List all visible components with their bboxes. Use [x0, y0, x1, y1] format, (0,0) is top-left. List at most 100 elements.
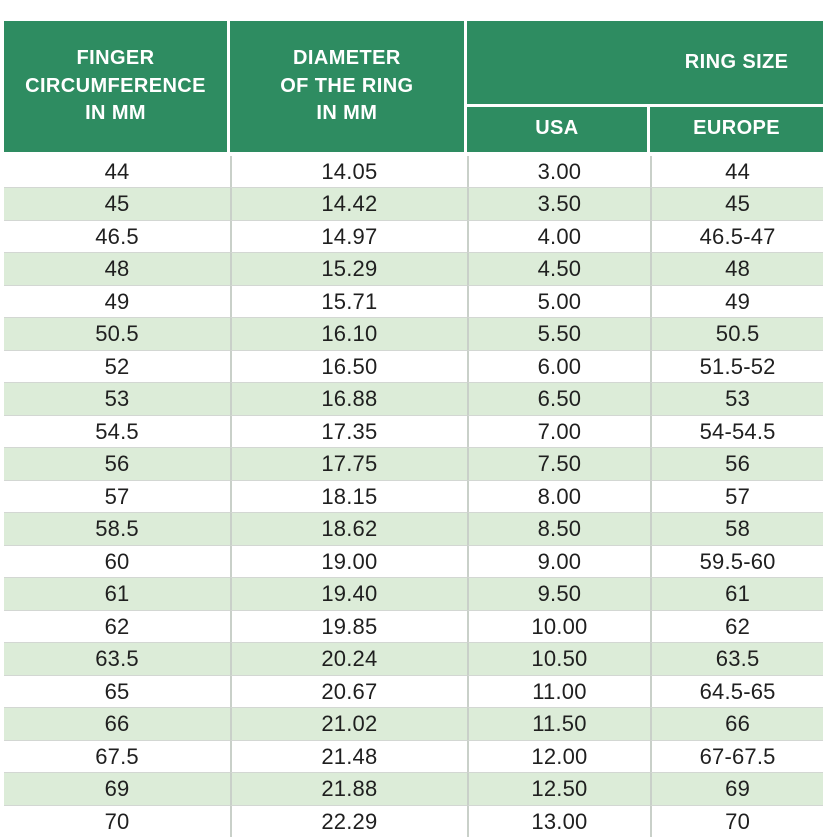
- table-row: 46.5 14.97 4.00 46.5-47: [4, 219, 823, 253]
- table-cell: 14.42: [230, 187, 467, 220]
- table-cell: 58.5: [4, 512, 231, 545]
- table-cell: 62: [4, 609, 231, 643]
- table-cell: 57: [650, 479, 823, 513]
- table-row: 67.5 21.48 12.00 67-67.5: [4, 739, 823, 773]
- table-cell: 66: [4, 707, 231, 740]
- table-row: 48 15.29 4.50 48: [4, 252, 823, 285]
- table-row: 63.5 20.24 10.50 63.5: [4, 642, 823, 675]
- table-cell: 3.50: [466, 187, 651, 220]
- table-cell: 20.67: [230, 674, 467, 708]
- table-cell: 18.15: [230, 479, 467, 513]
- table-row: 58.5 18.62 8.50 58: [4, 512, 823, 545]
- table-cell: 45: [650, 187, 823, 220]
- table-cell: 17.35: [230, 414, 467, 448]
- table-cell: 12.50: [466, 772, 651, 805]
- table-cell: 67-67.5: [650, 739, 823, 773]
- table-cell: 62: [650, 609, 823, 643]
- table-cell: 13.00: [466, 804, 651, 837]
- table-cell: 5.00: [466, 284, 651, 318]
- table-row: 57 18.15 8.00 57: [4, 479, 823, 513]
- table-cell: 6.50: [466, 382, 651, 415]
- table-row: 54.5 17.35 7.00 54-54.5: [4, 414, 823, 448]
- table-row: 49 15.71 5.00 49: [4, 284, 823, 318]
- table-cell: 3.00: [466, 155, 651, 188]
- table-cell: 54.5: [4, 414, 231, 448]
- table-row: 53 16.88 6.50 53: [4, 382, 823, 415]
- table-cell: 70: [650, 804, 823, 837]
- table-cell: 14.05: [230, 155, 467, 188]
- table-cell: 70: [4, 804, 231, 837]
- table-cell: 61: [650, 577, 823, 610]
- table-cell: 6.00: [466, 349, 651, 383]
- table-cell: 21.88: [230, 772, 467, 805]
- table-cell: 65: [4, 674, 231, 708]
- table-row: 62 19.85 10.00 62: [4, 609, 823, 643]
- table-cell: 56: [4, 447, 231, 480]
- table-cell: 52: [4, 349, 231, 383]
- table-cell: 12.00: [466, 739, 651, 773]
- table-cell: 19.85: [230, 609, 467, 643]
- table-cell: 19.40: [230, 577, 467, 610]
- table-cell: 21.02: [230, 707, 467, 740]
- table-cell: 8.00: [466, 479, 651, 513]
- table-row: 60 19.00 9.00 59.5-60: [4, 544, 823, 578]
- table-cell: 17.75: [230, 447, 467, 480]
- table-cell: 20.24: [230, 642, 467, 675]
- table-cell: 48: [650, 252, 823, 285]
- table-cell: 16.50: [230, 349, 467, 383]
- table-cell: 63.5: [4, 642, 231, 675]
- table-cell: 69: [4, 772, 231, 805]
- table-row: 70 22.29 13.00 70: [4, 804, 823, 837]
- table-cell: 63.5: [650, 642, 823, 675]
- table-row: 61 19.40 9.50 61: [4, 577, 823, 610]
- table-cell: 4.50: [466, 252, 651, 285]
- table-cell: 54-54.5: [650, 414, 823, 448]
- header-ring-diameter: DIAMETER OF THE RING IN MM: [230, 21, 467, 156]
- table-cell: 4.00: [466, 219, 651, 253]
- table-cell: 44: [650, 155, 823, 188]
- table-cell: 10.00: [466, 609, 651, 643]
- table-cell: 46.5-47: [650, 219, 823, 253]
- table-cell: 53: [650, 382, 823, 415]
- table-header: FINGER CIRCUMFERENCE IN MM DIAMETER OF T…: [4, 21, 823, 156]
- table-row: 65 20.67 11.00 64.5-65: [4, 674, 823, 708]
- header-usa: USA: [466, 106, 651, 156]
- table-cell: 56: [650, 447, 823, 480]
- ring-size-label: RING SIZE: [684, 50, 789, 73]
- table-cell: 53: [4, 382, 231, 415]
- table-cell: 7.00: [466, 414, 651, 448]
- table-row: 44 14.05 3.00 44: [4, 155, 823, 188]
- table-cell: 64.5-65: [650, 674, 823, 708]
- table-cell: 44: [4, 155, 231, 188]
- table-body: 44 14.05 3.00 44 45 14.42 3.50 45 46.5 14.97 4.00 4…: [4, 155, 823, 837]
- table-cell: 10.50: [466, 642, 651, 675]
- table-cell: 5.50: [466, 317, 651, 350]
- table-cell: 18.62: [230, 512, 467, 545]
- table-cell: 46.5: [4, 219, 231, 253]
- table-cell: 49: [650, 284, 823, 318]
- header-ring-size: RING SIZE: [466, 21, 823, 107]
- table-cell: 9.00: [466, 544, 651, 578]
- table-row: 66 21.02 11.50 66: [4, 707, 823, 740]
- table-cell: 51.5-52: [650, 349, 823, 383]
- table-cell: 50.5: [4, 317, 231, 350]
- table-cell: 11.00: [466, 674, 651, 708]
- table-cell: 61: [4, 577, 231, 610]
- ring-size-table: FINGER CIRCUMFERENCE IN MM DIAMETER OF T…: [4, 21, 823, 837]
- header-finger-circumference: FINGER CIRCUMFERENCE IN MM: [4, 21, 231, 156]
- table-cell: 60: [4, 544, 231, 578]
- table-cell: 8.50: [466, 512, 651, 545]
- table-row: 50.5 16.10 5.50 50.5: [4, 317, 823, 350]
- table-cell: 9.50: [466, 577, 651, 610]
- header-row-top: FINGER CIRCUMFERENCE IN MM DIAMETER OF T…: [4, 21, 823, 156]
- table-cell: 16.88: [230, 382, 467, 415]
- table-cell: 7.50: [466, 447, 651, 480]
- table-cell: 22.29: [230, 804, 467, 837]
- table-row: 56 17.75 7.50 56: [4, 447, 823, 480]
- table-cell: 15.71: [230, 284, 467, 318]
- table-cell: 67.5: [4, 739, 231, 773]
- table-cell: 50.5: [650, 317, 823, 350]
- table-cell: 16.10: [230, 317, 467, 350]
- table-cell: 21.48: [230, 739, 467, 773]
